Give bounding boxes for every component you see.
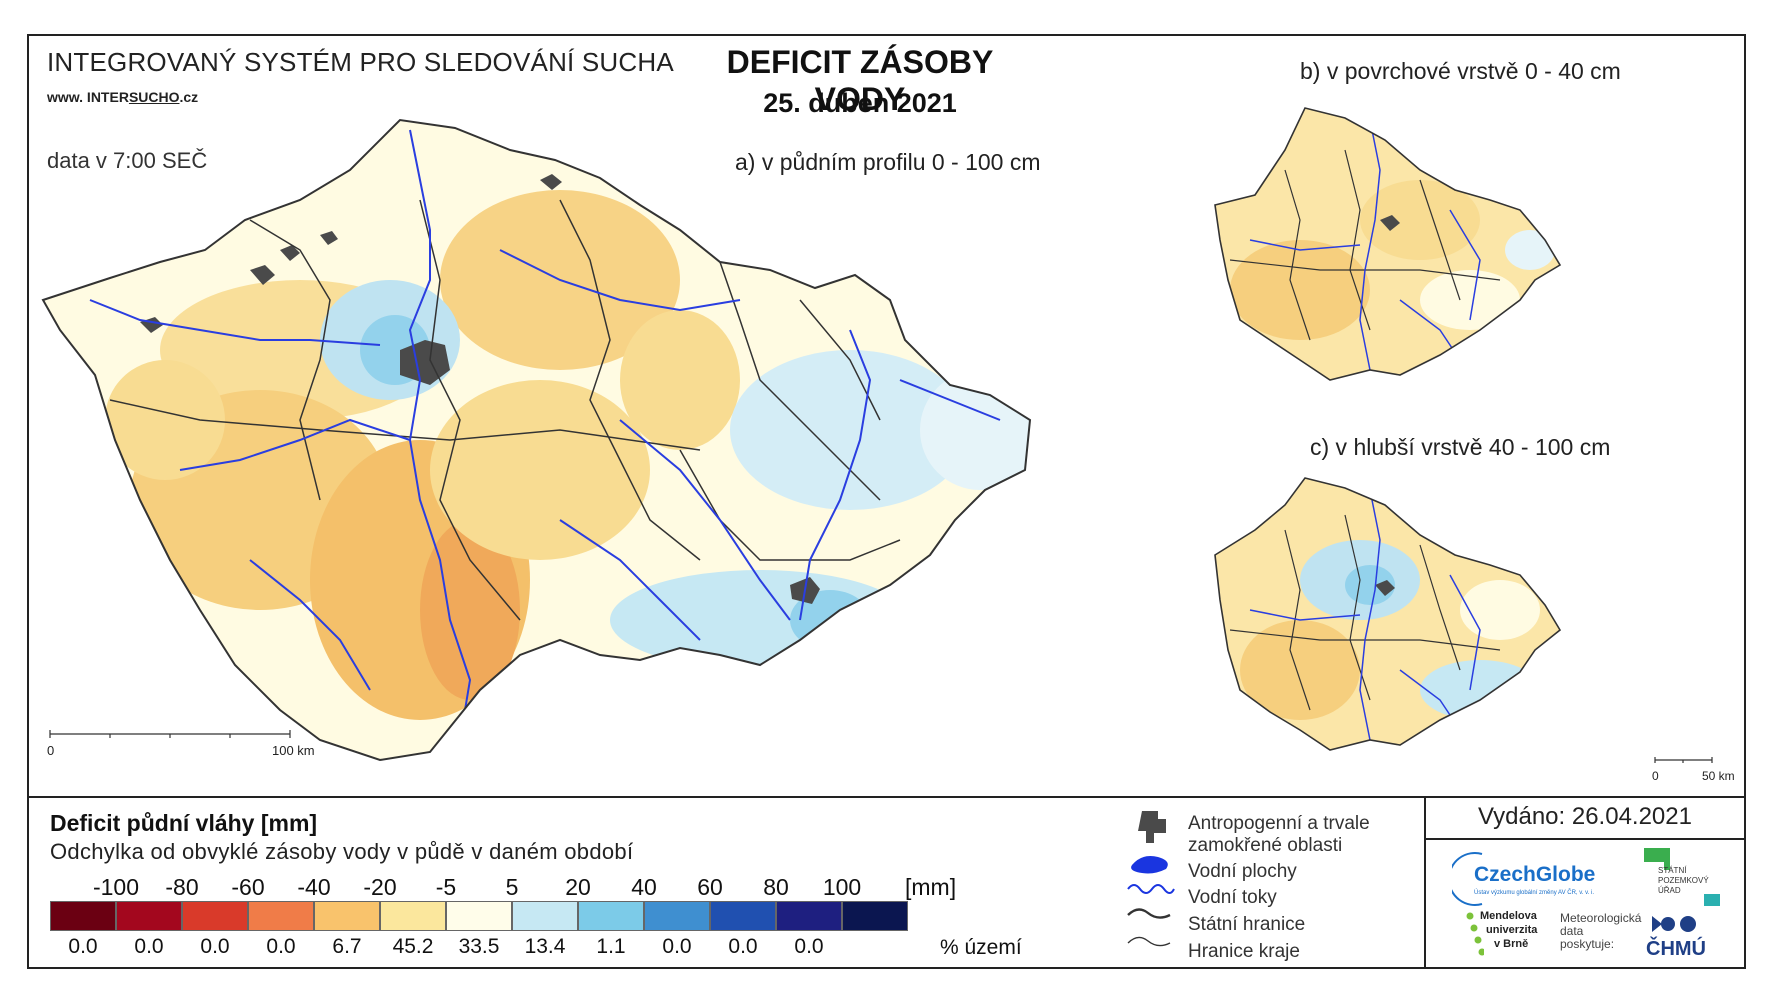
met-line1: Meteorologická: [1560, 911, 1642, 925]
website-suffix: .cz: [179, 89, 199, 105]
scale-bar-small: [1654, 757, 1713, 763]
legend-percent: 45.2: [392, 935, 434, 958]
mendelu-line2: univerzita: [1486, 924, 1538, 936]
legend-state-border: Státní hranice: [1188, 914, 1306, 935]
website-link[interactable]: www. INTERSUCHO.cz: [47, 89, 198, 105]
legend-swatch: [776, 901, 842, 931]
legend-percent: 1.1: [596, 935, 626, 958]
symbol-icons: [1127, 811, 1175, 947]
spu-line2: POZEMKOVÝ: [1658, 876, 1709, 885]
legend-region-border: Hranice kraje: [1188, 941, 1300, 962]
map-c-label: c) v hlubší vrstvě 40 - 100 cm: [1310, 434, 1611, 460]
scale-small-start: 0: [1652, 769, 1659, 783]
spu-line1: STÁTNÍ: [1658, 866, 1687, 875]
state-border-icon: [1127, 908, 1171, 919]
legend-percent: 6.7: [332, 935, 362, 958]
czechglobe-logo: CzechGlobe Ústav výzkumu globální změny …: [1452, 848, 1602, 908]
legend-tick: -80: [165, 874, 199, 900]
legend-percent: 0.0: [728, 935, 758, 958]
mendelu-logo: Mendelova univerzita v Brně: [1464, 910, 1564, 970]
main-date: 25. duben 2021: [763, 88, 957, 118]
legend-percent: 0.0: [200, 935, 230, 958]
water-body-icon: [1131, 856, 1168, 874]
legend-percent: 0.0: [134, 935, 164, 958]
legend-swatch: [512, 901, 578, 931]
legend-percent: 0.0: [68, 935, 98, 958]
legend-percent: 0.0: [794, 935, 824, 958]
maps-canvas: 0 100 km 0 50 km: [41, 107, 1735, 783]
legend-tick: 100: [822, 874, 862, 900]
legend-subtitle: Odchylka od obvyklé zásoby vody v půdě v…: [50, 839, 634, 864]
footer-vertical-divider: [1424, 796, 1426, 969]
chmu-logo: ČHMÚ: [1646, 912, 1726, 967]
map-frame: [27, 34, 1746, 969]
state-border-a: [41, 118, 1032, 762]
scale-a-start: 0: [47, 743, 54, 758]
urban-area-icon: [1138, 811, 1166, 843]
legend-tick: 80: [763, 874, 789, 900]
met-line3: poskytuje:: [1560, 937, 1615, 951]
legend-swatch: [116, 901, 182, 931]
legend-tick: -20: [363, 874, 397, 900]
legend-anthro-line2: zamokřené oblasti: [1188, 835, 1343, 856]
czechglobe-text: CzechGlobe: [1474, 863, 1596, 886]
legend-tick: -40: [297, 874, 331, 900]
legend-swatch: [446, 901, 512, 931]
legend-percent: 33.5: [458, 935, 500, 958]
map-b-label: b) v povrchové vrstvě 0 - 40 cm: [1300, 58, 1621, 84]
system-title: INTEGROVANÝ SYSTÉM PRO SLEDOVÁNÍ SUCHA: [47, 47, 674, 77]
footer-divider: [27, 796, 1746, 798]
legend-percent: 13.4: [524, 935, 566, 958]
legend-tick: -5: [435, 874, 457, 900]
map-b: [1214, 107, 1562, 381]
legend-swatch: [248, 901, 314, 931]
legend-swatch: [710, 901, 776, 931]
scale-a-end: 100 km: [272, 743, 315, 758]
met-line2: data: [1560, 924, 1584, 938]
mendelu-line1: Mendelova: [1480, 910, 1537, 922]
website-sucho: SUCHO: [128, 89, 180, 105]
map-a: [41, 118, 1032, 762]
legend-swatch: [644, 901, 710, 931]
legend-water-courses: Vodní toky: [1188, 887, 1277, 908]
issued-date: Vydáno: 26.04.2021: [1478, 803, 1692, 830]
legend-water-bodies: Vodní plochy: [1188, 861, 1297, 882]
legend-title: Deficit půdní vláhy [mm]: [50, 810, 318, 836]
legend-percent: 0.0: [266, 935, 296, 958]
legend-swatch: [50, 901, 116, 931]
legend-swatch: [842, 901, 908, 931]
chmu-text: ČHMÚ: [1646, 938, 1706, 960]
scale-small-end: 50 km: [1702, 769, 1735, 783]
met-data-text: Meteorologická data poskytuje:: [1560, 912, 1641, 951]
region-border-icon: [1127, 936, 1171, 947]
legend-area-label: % území: [940, 936, 1022, 959]
legend-tick: 40: [631, 874, 657, 900]
legend-tick: 5: [505, 874, 519, 900]
mendelu-line3: v Brně: [1494, 938, 1529, 950]
main-title: DEFICIT ZÁSOBY VODY: [726, 44, 994, 117]
legend-swatch: [182, 901, 248, 931]
legend-tick: 20: [565, 874, 591, 900]
legend-swatch: [314, 901, 380, 931]
legend-swatch: [578, 901, 644, 931]
issued-divider: [1424, 838, 1746, 840]
map-c: [1214, 477, 1562, 751]
legend-anthro-line1: Antropogenní a trvale: [1188, 813, 1370, 834]
czechglobe-subtext: Ústav výzkumu globální změny AV ČR, v. v…: [1474, 890, 1595, 896]
spu-line3: ÚŘAD: [1658, 886, 1681, 895]
legend-tick: -100: [92, 874, 140, 900]
map-a-label: a) v půdním profilu 0 - 100 cm: [735, 149, 1041, 175]
website-prefix: www. INTER: [47, 89, 129, 105]
legend-percent: 0.0: [662, 935, 692, 958]
spu-logo: STÁTNÍ POZEMKOVÝ ÚŘAD: [1644, 848, 1724, 918]
river-icon: [1127, 884, 1175, 894]
legend-swatch: [380, 901, 446, 931]
legend-tick: 60: [697, 874, 723, 900]
data-time: data v 7:00 SEČ: [47, 148, 208, 173]
legend-unit: [mm]: [905, 874, 957, 900]
legend-tick: -60: [231, 874, 265, 900]
scale-bar-a: [49, 730, 291, 738]
